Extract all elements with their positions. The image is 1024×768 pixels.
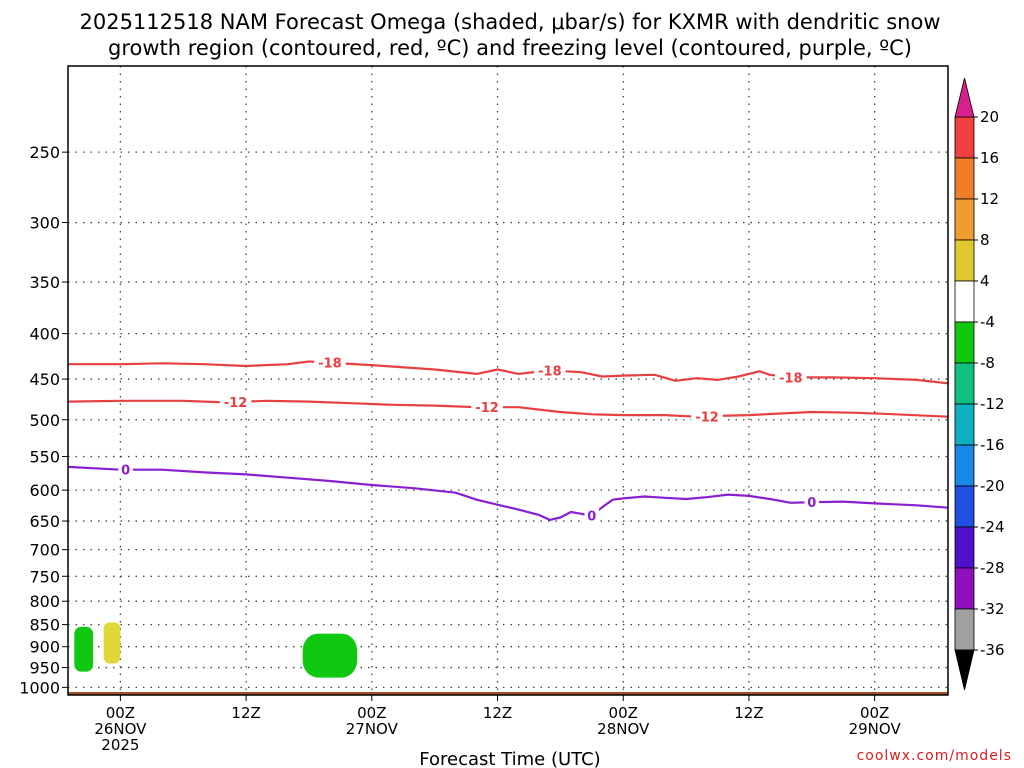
colorbar-label: -28 (980, 559, 1005, 577)
colorbar-band (954, 485, 975, 528)
omega-colorbar: 20 16 12 8 4 -4 -8 -12 -16 -20 -24 -28 -32 -36 (954, 77, 1005, 691)
contour-line (68, 399, 948, 418)
y-tick-label: 350 (29, 273, 60, 292)
contour-line (68, 465, 948, 521)
y-tick-label: 900 (29, 638, 60, 657)
contour-label-bg (314, 354, 346, 371)
x-tick-label: 27NOV (346, 720, 399, 738)
plot-frame (67, 65, 949, 696)
y-tick-label: 750 (29, 567, 60, 586)
x-tick-label: 12Z (483, 704, 512, 722)
y-tick-label: 550 (29, 448, 60, 467)
y-tick-label: 450 (29, 370, 60, 389)
contour-label: -18 (779, 371, 803, 386)
x-tick-label: 29NOV (849, 720, 902, 738)
contour--18: -18 -18 -18 (68, 354, 948, 386)
colorbar-label: -32 (980, 600, 1005, 618)
y-tick-label: 1000 (19, 678, 60, 697)
y-tick-label: 800 (29, 592, 60, 611)
colorbar-label: 16 (980, 149, 999, 167)
y-tick-label: 950 (29, 659, 60, 678)
colorbar-band (954, 321, 975, 364)
colorbar-band (954, 198, 975, 241)
contour-label: 0 (121, 464, 130, 479)
colorbar-band (954, 362, 975, 405)
colorbar-band (954, 608, 975, 651)
contour--12: -12 -12 -12 (68, 393, 948, 425)
contour-label-bg (775, 369, 807, 386)
contour-label-bg (534, 362, 566, 379)
plot-area: -18 -18 -18 -12 -12 -12 0 0 0 (67, 65, 949, 696)
contour-label: -18 (538, 364, 562, 379)
y-tick-label: 500 (29, 411, 60, 430)
contour-line (68, 360, 948, 385)
contour-label: -18 (318, 357, 342, 372)
y-tick-label: 250 (29, 143, 60, 162)
contour-label-bg (471, 399, 503, 416)
contour-label: -12 (475, 401, 499, 416)
omega-green-mid-region (302, 633, 358, 678)
x-tick-label: 26NOV (94, 720, 147, 738)
colorbar-band (954, 280, 975, 323)
contour-label: -12 (224, 396, 248, 411)
x-tick-label: 28NOV (597, 720, 650, 738)
colorbar-label: -12 (980, 395, 1005, 413)
colorbar-band (954, 567, 975, 610)
colorbar-label: -24 (980, 518, 1005, 536)
colorbar-label: -20 (980, 477, 1005, 495)
contour-label-bg (584, 507, 600, 524)
colorbar-label: 8 (980, 231, 990, 249)
contour-label-bg (691, 408, 723, 425)
x-tick-label: 00Z (106, 704, 135, 722)
colorbar-band (954, 157, 975, 200)
contour-label-bg (219, 393, 252, 410)
colorbar-band (954, 444, 975, 487)
x-tick-label: 12Z (231, 704, 260, 722)
y-axis: 250 300 350 400 450 500 550 600 650 700 750 800 850 9… (19, 143, 68, 697)
contour-label: 0 (587, 510, 596, 525)
x-tick-label: 12Z (734, 704, 763, 722)
colorbar-label: 12 (980, 190, 999, 208)
terrain-band (68, 691, 948, 695)
colorbar-label: -8 (980, 354, 995, 372)
source-credit: coolwx.com/models (857, 748, 1012, 764)
x-tick-label: 00Z (609, 704, 638, 722)
colorbar-bottom-arrow (954, 649, 975, 691)
contour-0: 0 0 0 (68, 461, 948, 525)
y-tick-label: 400 (29, 325, 60, 344)
colorbar-band (954, 526, 975, 569)
colorbar-label: 20 (980, 108, 999, 126)
contour-label-bg (118, 461, 133, 478)
y-tick-label: 600 (29, 481, 60, 500)
y-tick-label: 650 (29, 512, 60, 531)
chart-title-line-1: 2025112518 NAM Forecast Omega (shaded, μ… (79, 10, 940, 34)
omega-green-early-region (74, 626, 94, 672)
x-tick-label: 2025 (101, 736, 139, 754)
omega-yellow-early-region (103, 622, 121, 664)
contour-label-bg (804, 494, 820, 511)
colorbar-band (954, 116, 975, 159)
y-tick-label: 850 (29, 616, 60, 635)
colorbar-top-arrow (954, 77, 975, 118)
contour-label: -12 (695, 410, 719, 425)
colorbar-label: -4 (980, 313, 995, 331)
colorbar-band (954, 239, 975, 282)
chart-title-line-2: growth region (contoured, red, ºC) and f… (108, 36, 912, 60)
y-tick-label: 300 (29, 214, 60, 233)
contour-label: 0 (807, 496, 816, 511)
colorbar-label: -36 (980, 641, 1005, 659)
x-tick-label: 00Z (357, 704, 386, 722)
x-axis-title: Forecast Time (UTC) (419, 749, 600, 768)
colorbar-label: -16 (980, 436, 1005, 454)
colorbar-label: 4 (980, 272, 990, 290)
x-tick-label: 00Z (860, 704, 889, 722)
y-tick-label: 700 (29, 541, 60, 560)
colorbar-band (954, 403, 975, 446)
